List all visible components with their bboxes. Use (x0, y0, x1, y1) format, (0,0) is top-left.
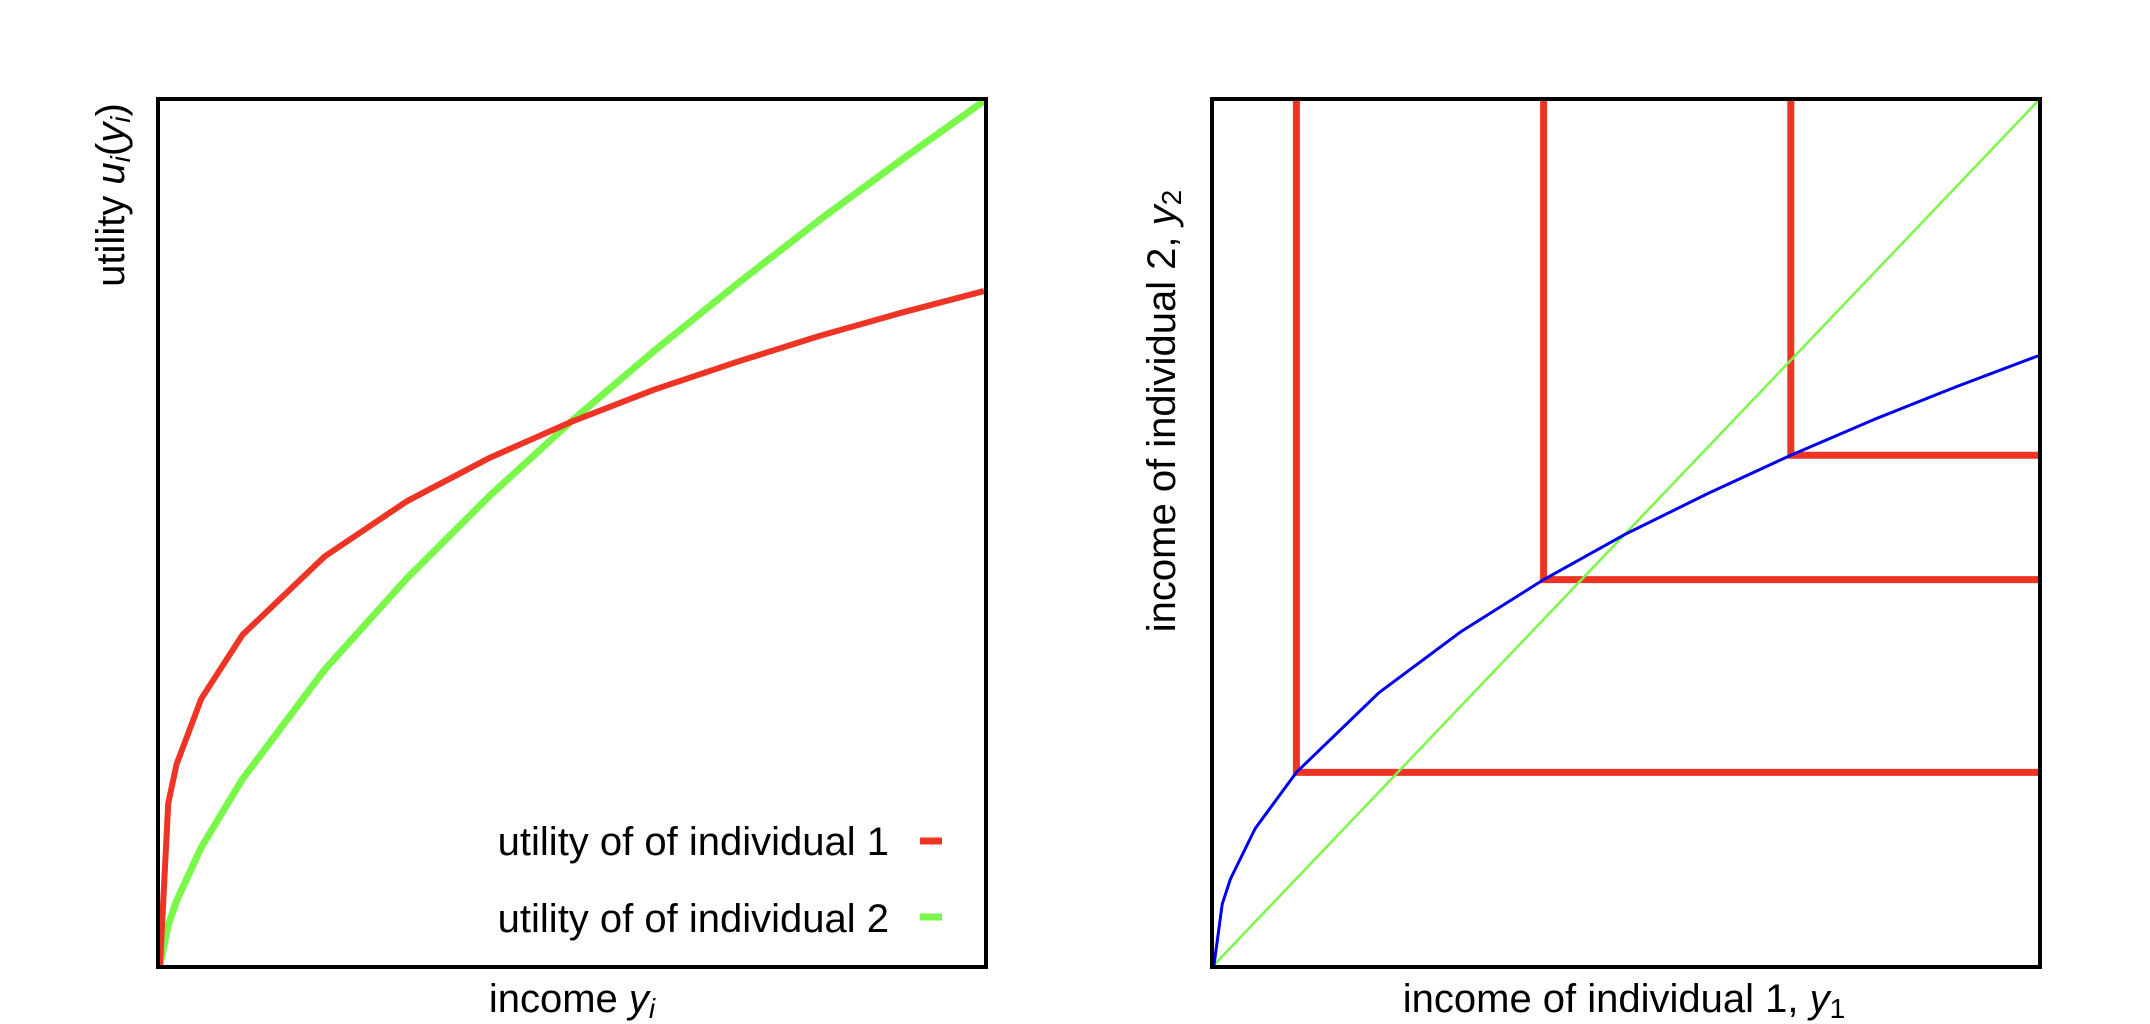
x-axis-label: income yi (489, 977, 656, 1024)
plot-frame (156, 97, 988, 969)
income-curves (1212, 100, 2039, 966)
utility-curves (156, 98, 987, 966)
y-axis-label: utility ui(yi) (89, 103, 136, 287)
legend-label-2: utility of of individual 2 (498, 897, 889, 941)
legend: utility of of individual 1 utility of of… (498, 820, 942, 941)
series-line-1 (1212, 354, 2039, 966)
y-axis-label: income of individual 2, y2 (1140, 190, 1187, 632)
x-axis-label: income of individual 1, y1 (1403, 977, 1845, 1024)
series-line-1 (157, 288, 985, 966)
utility-chart: utility of of individual 1 utility of of… (89, 97, 988, 1024)
series-line-2 (1213, 100, 2039, 966)
series-line-2 (156, 98, 987, 966)
legend-label-1: utility of of individual 1 (498, 820, 889, 864)
plot-frame (1210, 97, 2042, 969)
income-space-chart: income of individual 1, y1 income of ind… (1140, 97, 2042, 1024)
